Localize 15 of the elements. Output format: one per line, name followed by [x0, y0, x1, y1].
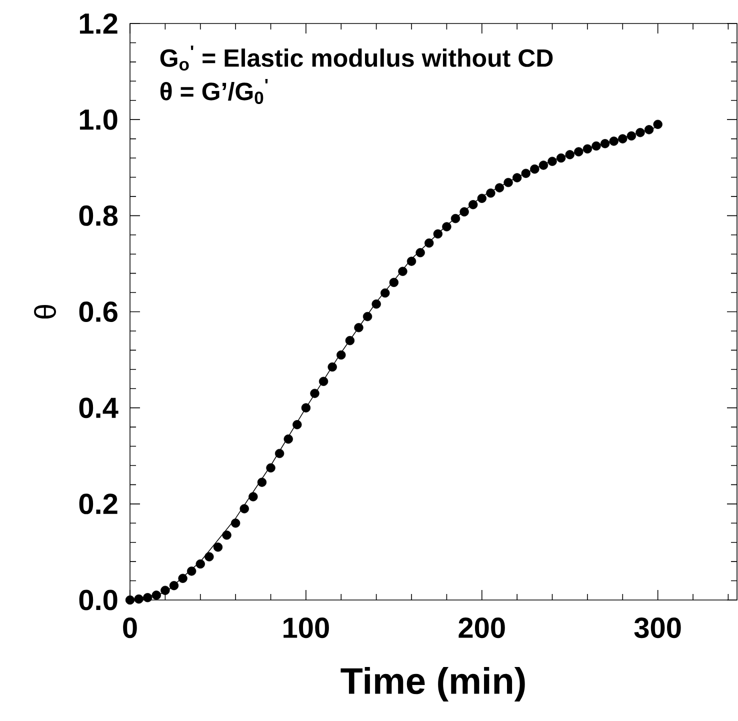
y-tick-label: 1.2 — [80, 13, 118, 34]
y-tick-label: 0.4 — [79, 398, 118, 418]
annotation: θ = G’/G$_{0}$' — [160, 79, 268, 104]
y-tick-label: 1.0 — [80, 109, 118, 130]
y-tick-label: 0.8 — [79, 205, 118, 226]
y-tick-label: 0.6 — [79, 301, 118, 322]
x-axis-title: Time (min) — [340, 666, 525, 702]
x-tick-label: 100 — [284, 618, 329, 638]
x-tick-label: 0 — [123, 618, 137, 638]
y-tick-label: 0.2 — [79, 494, 118, 514]
y-axis-title: θ — [34, 304, 56, 319]
y-tick-label: 0.0 — [79, 590, 118, 610]
x-tick-label: 300 — [634, 618, 681, 638]
x-tick-label: 200 — [458, 618, 505, 638]
annotation: G$_{o}$$^{'}$ = Elastic modulus without CD — [160, 46, 553, 71]
